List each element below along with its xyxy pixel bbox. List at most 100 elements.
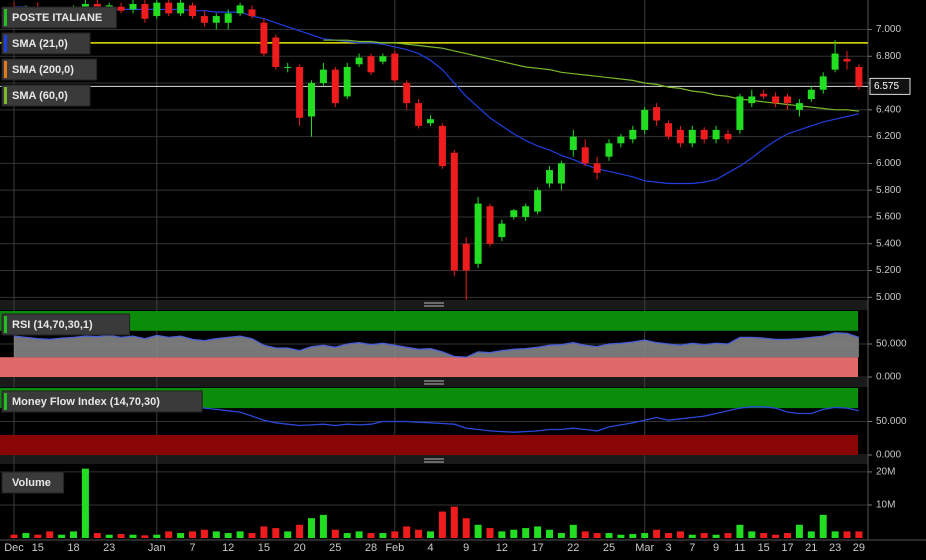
candle-body <box>605 143 613 157</box>
candle-body <box>498 223 506 238</box>
x-tick-label: 7 <box>689 542 695 554</box>
volume-bar <box>581 531 589 538</box>
y-tick-label: 6.000 <box>876 158 901 169</box>
x-tick-label: 7 <box>189 542 195 554</box>
candle-body <box>700 129 708 140</box>
volume-bar <box>355 531 363 538</box>
x-tick-label: 4 <box>427 542 433 554</box>
legend-label: SMA (21,0) <box>12 38 68 50</box>
y-tick-label: 0.000 <box>876 450 901 461</box>
volume-bar <box>676 531 684 538</box>
x-tick-label: 22 <box>567 542 579 554</box>
x-tick-label: 15 <box>258 542 270 554</box>
volume-bar <box>498 531 506 538</box>
candle-body <box>665 123 672 137</box>
legend-swatch <box>4 35 7 52</box>
volume-bar <box>688 534 696 538</box>
volume-bar <box>605 533 613 538</box>
y-tick-label: 0.000 <box>876 372 901 383</box>
candle-body <box>415 103 423 126</box>
candle-body <box>593 163 601 173</box>
legend-label: Volume <box>12 477 51 489</box>
volume-bar <box>546 529 553 538</box>
candle-body <box>260 22 268 54</box>
volume-bar <box>795 524 803 538</box>
candle-body <box>93 4 101 9</box>
legend-box <box>1 58 98 81</box>
volume-bar <box>10 534 18 538</box>
volume-bar <box>784 533 791 538</box>
candle-body <box>748 96 756 104</box>
volume-bar <box>296 524 304 538</box>
volume-bar <box>105 534 113 538</box>
volume-bar <box>141 535 149 538</box>
x-tick-label: 23 <box>829 542 841 554</box>
candle-body <box>772 96 780 104</box>
y-tick-label: 5.400 <box>876 238 901 249</box>
volume-bar <box>665 533 672 538</box>
candle-body <box>688 129 696 144</box>
y-tick-label: 5.200 <box>876 265 901 276</box>
x-tick-label: 29 <box>853 542 865 554</box>
candle-body <box>843 58 851 62</box>
panel-separator <box>0 300 868 310</box>
volume-bar <box>427 531 434 538</box>
legend-swatch <box>4 87 7 104</box>
volume-bar <box>843 531 851 538</box>
y-tick-label: 5.600 <box>876 212 901 223</box>
resize-grips <box>424 302 444 463</box>
legend-swatch <box>4 316 7 333</box>
candle-body <box>855 66 863 87</box>
volume-bar <box>510 529 518 538</box>
volume-bar <box>367 533 375 538</box>
y-tick-label: 7.000 <box>876 24 901 35</box>
volume-bar <box>177 533 185 538</box>
x-tick-label: Dec <box>4 542 24 554</box>
zone-band <box>0 311 858 331</box>
volume-bar <box>129 534 137 538</box>
panel-separator <box>0 378 868 387</box>
candle-body <box>200 16 208 23</box>
y-tick-label: 5.800 <box>876 185 901 196</box>
x-tick-label: 12 <box>496 542 508 554</box>
candle-body <box>296 66 304 118</box>
volume-bar <box>819 514 827 538</box>
candle-body <box>224 13 232 23</box>
volume-bar <box>379 533 387 538</box>
plot: 6.575 Dec 15 18 23 Jan 7 12 15 20 25 28 Feb 4 9 12 17 22 2… <box>0 0 911 554</box>
volume-bar <box>117 534 125 538</box>
x-tick-label: 28 <box>365 542 377 554</box>
volume-bar <box>415 529 423 538</box>
x-tick-label: 11 <box>734 542 745 554</box>
candle-body <box>831 53 839 70</box>
legend-box <box>1 471 65 494</box>
candle-body <box>141 4 149 19</box>
candle-body <box>641 109 649 130</box>
candle-body <box>462 243 470 271</box>
volume-bar <box>700 533 708 538</box>
candle-body <box>712 129 720 140</box>
last-price-label: 6.575 <box>874 81 899 92</box>
legend-label: RSI (14,70,30,1) <box>12 319 93 331</box>
candle-body <box>736 96 744 130</box>
volume-bar <box>450 506 458 538</box>
candle-body <box>522 206 530 217</box>
x-tick-label: 12 <box>222 542 234 554</box>
candle-body <box>569 136 577 150</box>
legend-swatch <box>4 393 7 410</box>
x-tick-label: Feb <box>385 542 404 554</box>
volume-bar <box>724 533 732 538</box>
y-tick-label: 20M <box>876 467 895 478</box>
legend-box <box>1 32 91 55</box>
legend-label: SMA (60,0) <box>12 90 68 102</box>
candle-body <box>189 5 196 17</box>
candle-body <box>450 152 458 271</box>
volume-bar <box>486 528 494 538</box>
x-tick-label: 25 <box>329 542 341 554</box>
candle-body <box>367 56 375 73</box>
volume-bar <box>807 531 815 538</box>
candle-body <box>391 53 399 81</box>
x-tick-label: 9 <box>463 542 469 554</box>
last-price-box <box>869 77 911 95</box>
